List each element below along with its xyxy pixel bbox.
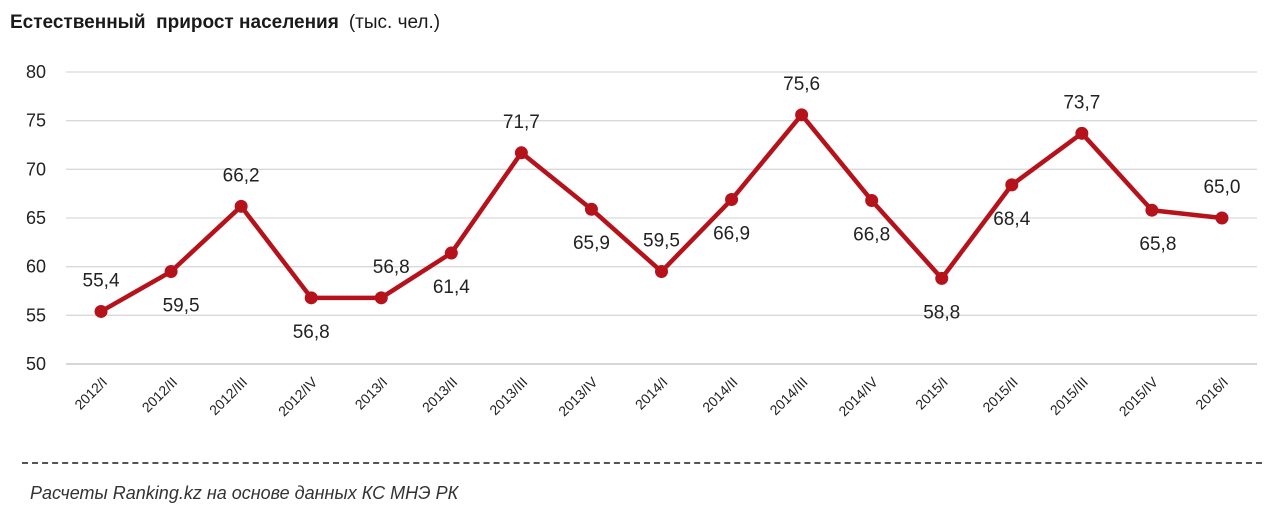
data-point [94,304,108,318]
x-tick-label: 2015/II [979,374,1021,416]
y-tick-label: 55 [26,305,46,325]
data-label: 58,8 [923,302,960,323]
x-tick-label: 2013/II [419,374,461,416]
x-tick-label: 2014/II [699,374,741,416]
x-tick-label: 2012/III [206,374,250,418]
data-label: 61,4 [433,277,470,298]
data-point [935,271,949,285]
data-label: 68,4 [993,209,1030,230]
data-point [1215,211,1229,225]
data-label: 71,7 [503,112,540,133]
data-label: 75,6 [783,74,820,95]
data-point [374,291,388,305]
y-tick-label: 75 [26,111,46,131]
x-tick-label: 2012/IV [275,373,321,419]
data-point [795,108,809,122]
y-tick-label: 65 [26,208,46,228]
data-point [655,265,668,279]
x-tick-label: 2012/II [139,374,181,416]
data-label: 66,8 [853,224,890,245]
y-tick-label: 50 [26,354,46,374]
data-label: 66,2 [223,165,260,186]
data-label: 65,0 [1203,177,1240,198]
data-point [1145,203,1159,217]
data-label: 59,5 [643,231,680,252]
y-tick-label: 60 [26,257,46,277]
data-label: 56,8 [293,322,330,343]
data-label: 66,9 [713,224,750,245]
data-point [304,291,318,305]
series-line [99,112,1223,314]
x-tick-label: 2013/III [486,374,530,418]
y-tick-label: 80 [26,62,46,82]
x-tick-label: 2015/IV [1116,373,1162,419]
data-point [725,193,739,207]
x-tick-label: 2014/I [632,374,671,413]
data-label: 56,8 [373,257,410,278]
x-tick-label: 2013/I [352,374,391,413]
data-label: 73,7 [1063,92,1100,113]
data-point [444,246,458,260]
data-label: 59,5 [163,296,200,317]
data-label: 65,8 [1139,234,1176,255]
data-point [584,202,598,216]
data-label: 55,4 [83,270,120,291]
x-tick-label: 2012/I [71,374,110,413]
line-chart: 50 55 60 65 70 75 80 2012/I 2012/II 2012/III 2012/… [26,62,1257,419]
source-note: Расчеты Ranking.kz на основе данных КС М… [30,483,459,503]
chart-title-main: Естественный прирост населения [10,12,339,33]
chart-title: Естественный прирост населения (тыс. чел.… [10,12,440,34]
data-point [1075,126,1089,140]
chart-unit: (тыс. чел.) [348,12,441,33]
x-tick-label: 2014/IV [835,373,881,419]
data-point [514,146,528,160]
data-point [865,193,879,207]
x-tick-label: 2013/IV [555,373,601,419]
x-tick-label: 2015/I [912,374,951,413]
data-point [164,265,178,279]
data-label: 65,9 [573,233,610,254]
x-tick-label: 2016/I [1192,374,1231,413]
x-tick-label: 2015/III [1047,374,1091,418]
data-point [234,199,248,213]
footer-divider [22,462,1262,464]
x-tick-label: 2014/III [766,374,810,418]
data-point [1005,178,1019,192]
y-tick-label: 70 [26,159,46,179]
